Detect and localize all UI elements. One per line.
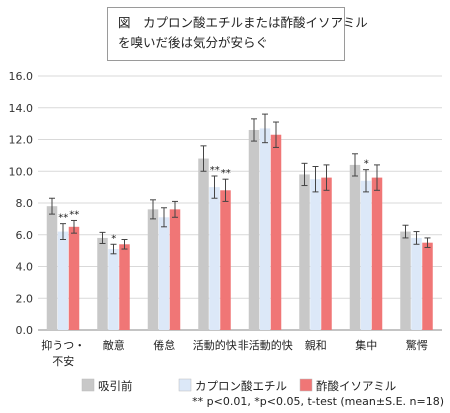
bar bbox=[360, 180, 372, 330]
bar bbox=[158, 217, 170, 330]
footnote: ** p<0.01, *p<0.05, t-test (mean±S.E. n=… bbox=[192, 395, 444, 408]
bar bbox=[46, 206, 58, 330]
y-tick-label: 12.0 bbox=[9, 134, 34, 147]
bar bbox=[321, 177, 332, 330]
bar bbox=[422, 242, 433, 330]
bar bbox=[97, 237, 108, 330]
y-tick-label: 14.0 bbox=[9, 102, 34, 115]
bar bbox=[57, 231, 69, 330]
y-tick-label: 2.0 bbox=[16, 292, 34, 305]
legend-label: 酢酸イソアミル bbox=[316, 379, 396, 393]
category-label: 活動的快 bbox=[193, 338, 237, 352]
category-label: 抑うつ・ bbox=[41, 338, 85, 352]
category-label: 驚愕 bbox=[406, 338, 428, 352]
significance-mark: ** bbox=[69, 209, 79, 220]
chart-title-line-2: を嗅いだ後は気分が安らぐ bbox=[118, 35, 269, 50]
y-tick-label: 16.0 bbox=[9, 70, 34, 83]
y-tick-label: 0.0 bbox=[16, 324, 34, 337]
category-label: 不安 bbox=[52, 354, 74, 368]
category-label: 親和 bbox=[305, 339, 327, 352]
category-label: 集中 bbox=[355, 338, 377, 352]
significance-mark: ** bbox=[210, 165, 220, 176]
y-axis-tick-labels: 0.0 2.0 4.0 6.0 8.0 10.0 12.0 14.0 16.0 bbox=[9, 70, 34, 337]
significance-mark: * bbox=[364, 159, 369, 170]
bar bbox=[108, 249, 119, 330]
bar bbox=[169, 209, 181, 330]
y-tick-label: 6.0 bbox=[16, 229, 34, 242]
bar bbox=[411, 237, 422, 330]
bar bbox=[400, 231, 411, 330]
bar bbox=[310, 179, 321, 330]
bar bbox=[299, 174, 310, 330]
bar bbox=[220, 190, 231, 330]
bar bbox=[248, 129, 260, 330]
significance-marks: ** ***** *** bbox=[58, 159, 369, 245]
significance-mark: * bbox=[111, 233, 116, 244]
bars bbox=[46, 113, 433, 330]
bar bbox=[270, 134, 282, 330]
significance-mark: ** bbox=[58, 213, 68, 224]
chart-title-box: 図 カプロン酸エチルまたは酢酸イソアミル を嗅いだ後は気分が安らぐ bbox=[107, 7, 368, 61]
category-label: 敵意 bbox=[103, 338, 125, 352]
bar bbox=[371, 177, 383, 330]
legend-label: 吸引前 bbox=[98, 379, 133, 393]
legend: 吸引前 カプロン酸エチル 酢酸イソアミル bbox=[81, 378, 396, 393]
y-tick-label: 8.0 bbox=[16, 197, 34, 210]
bar bbox=[147, 209, 159, 330]
legend-swatch bbox=[81, 378, 95, 392]
legend-label: カプロン酸エチル bbox=[195, 379, 287, 393]
bar bbox=[209, 187, 220, 330]
bar bbox=[68, 226, 80, 330]
significance-mark: ** bbox=[221, 168, 231, 179]
legend-swatch bbox=[299, 378, 313, 392]
bar bbox=[198, 158, 209, 330]
chart-title-line-1: 図 カプロン酸エチルまたは酢酸イソアミル bbox=[118, 15, 368, 30]
bar bbox=[259, 128, 271, 330]
x-axis-category-labels: 抑うつ・不安 敵意 倦怠 活動的快 非活動的快 親和 集中 驚愕 bbox=[41, 338, 428, 368]
category-label: 倦怠 bbox=[153, 338, 175, 352]
legend-swatch bbox=[178, 378, 192, 392]
y-tick-label: 4.0 bbox=[16, 261, 34, 274]
bar bbox=[349, 164, 361, 330]
bar bbox=[119, 244, 130, 330]
y-tick-label: 10.0 bbox=[9, 165, 34, 178]
category-label: 非活動的快 bbox=[238, 338, 293, 352]
